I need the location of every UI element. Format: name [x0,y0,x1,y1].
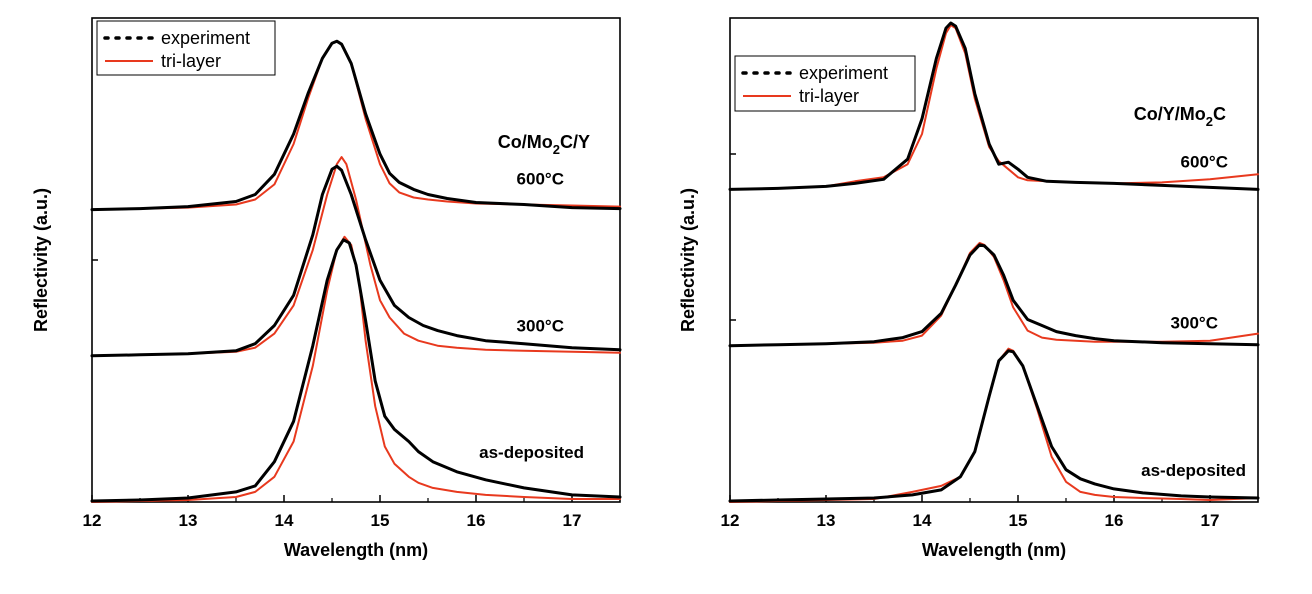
curve-experiment-as-deposited [728,349,1260,503]
panel-title: Co/Mo2C/Y [498,132,590,157]
x-tick-label: 13 [179,511,198,530]
x-tick-label: 17 [563,511,582,530]
x-axis-title: Wavelength (nm) [922,540,1066,560]
curve-experiment-600-c [728,21,1260,191]
curve-label: as-deposited [1141,461,1246,480]
legend-box [734,55,916,112]
plot-frame [729,17,1259,503]
legend-label-tri-layer: tri-layer [161,51,221,71]
x-tick-label: 16 [467,511,486,530]
legend-label-experiment: experiment [161,28,250,48]
curve-tri-layer-300-c [91,156,621,357]
curve-label: 300°C [1171,314,1218,333]
x-tick-label: 12 [721,511,740,530]
x-tick-label: 15 [1009,511,1028,530]
legend: experiment tri-layer [96,20,276,76]
curve-experiment-300-c [728,243,1260,348]
y-axis-title: Reflectivity (a.u.) [31,188,51,332]
x-tick-label: 16 [1105,511,1124,530]
legend-label-experiment: experiment [799,63,888,83]
curve-label: 600°C [517,170,564,189]
x-tick-label: 17 [1201,511,1220,530]
curve-experiment-600-c [90,39,622,212]
curve-experiment-300-c [90,164,622,358]
x-tick-label: 14 [275,511,294,530]
curve-label: 300°C [517,317,564,336]
x-tick-label: 15 [371,511,390,530]
x-tick-label: 13 [817,511,836,530]
panel-title: Co/Y/Mo2C [1134,104,1226,129]
curve-experiment-as-deposited [90,238,622,503]
legend: experiment tri-layer [734,55,916,112]
curve-tri-layer-as-deposited [91,235,621,503]
legend-box [96,20,276,76]
curve-label: 600°C [1181,152,1228,171]
chart-panel-1: 12 13 14 15 16 17 Wavelength (nm) Reflectivity … [31,17,622,560]
x-tick-label: 12 [83,511,102,530]
curve-label: as-deposited [479,443,584,462]
chart-panel-2: 12 13 14 15 16 17 Wavelength (nm) Reflectivity … [678,17,1260,560]
x-axis-title: Wavelength (nm) [284,540,428,560]
x-tick-label: 14 [913,511,932,530]
y-axis-title: Reflectivity (a.u.) [678,188,698,332]
legend-label-tri-layer: tri-layer [799,86,859,106]
